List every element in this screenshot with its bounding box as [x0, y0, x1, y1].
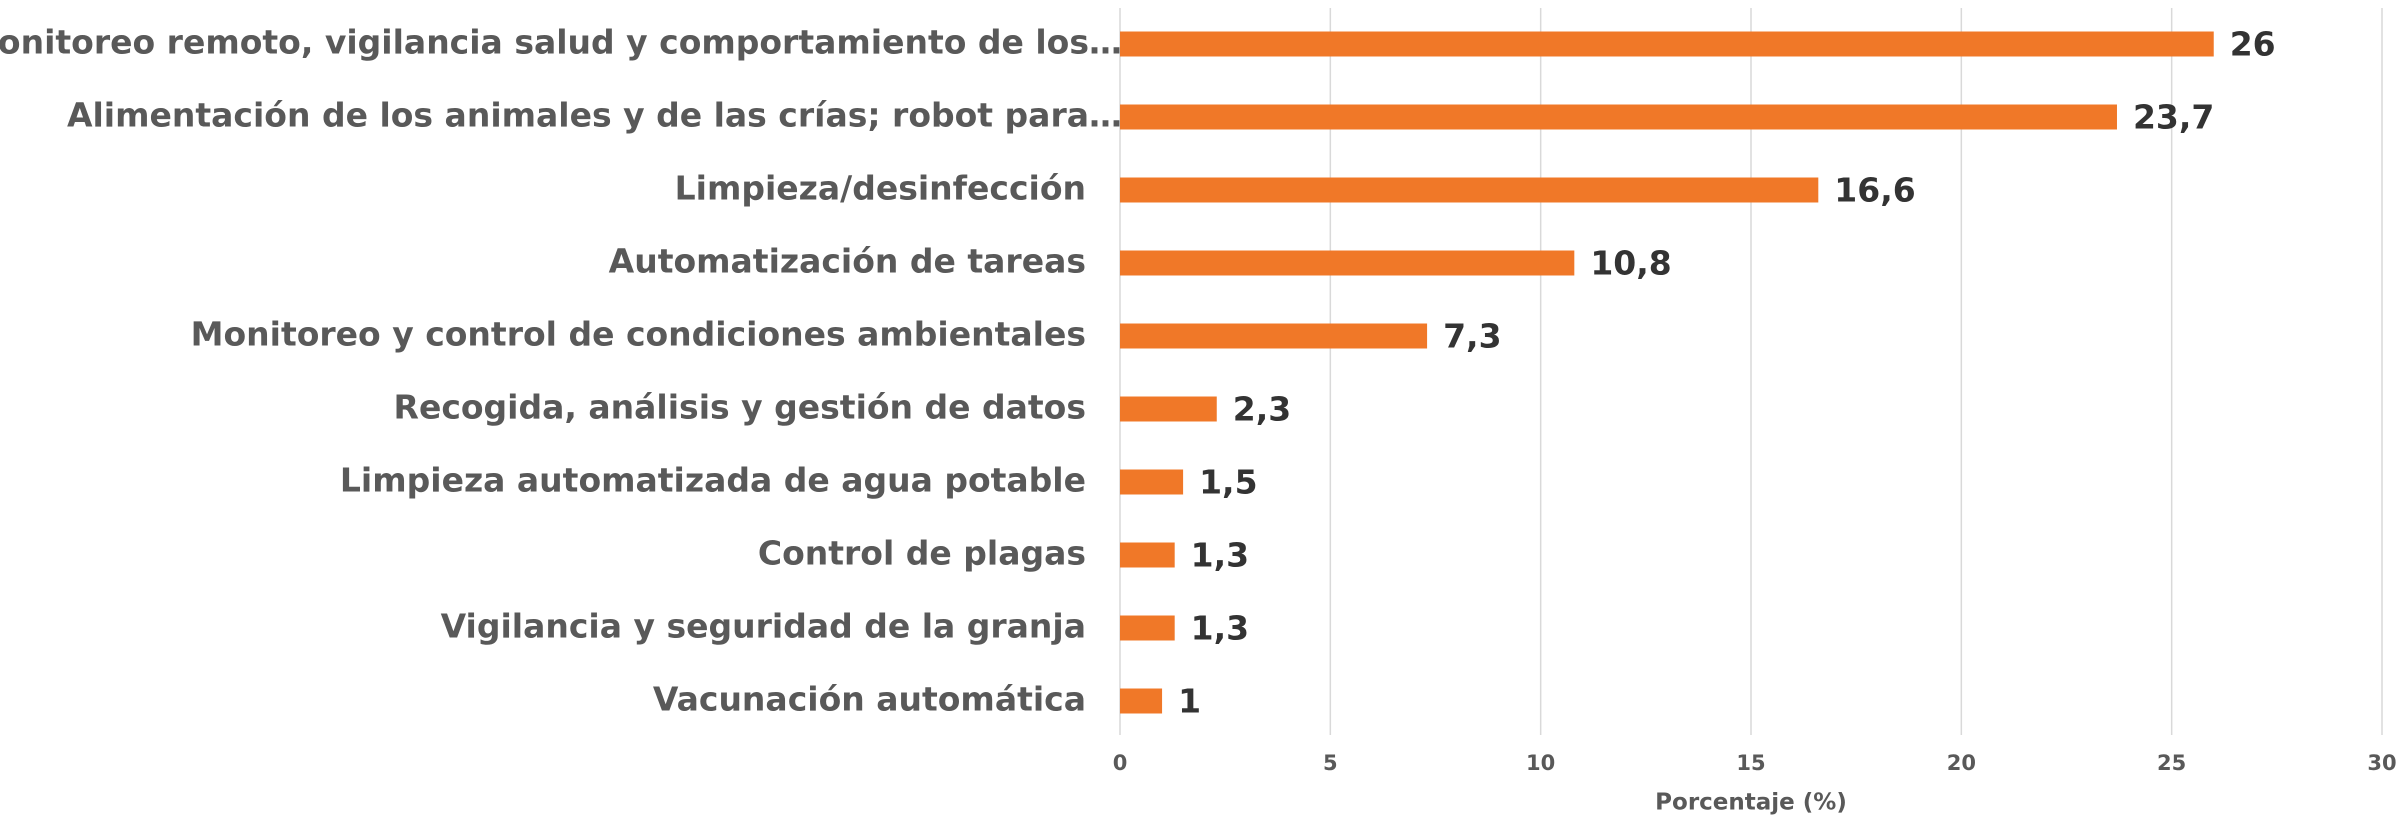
x-tick-label: 5	[1323, 751, 1338, 775]
x-tick-label: 20	[1947, 751, 1976, 775]
category-label: Vigilancia y seguridad de la granja	[441, 607, 1086, 646]
category-label: Vacunación automática	[653, 680, 1086, 719]
bar	[1120, 396, 1217, 422]
category-label: Alimentación de los animales y de las cr…	[67, 96, 1122, 135]
data-label: 26	[2230, 25, 2276, 64]
category-label: Automatización de tareas	[609, 242, 1086, 281]
bar	[1120, 177, 1819, 203]
data-label: 1	[1178, 682, 1201, 721]
category-label: Monitoreo y control de condiciones ambie…	[191, 315, 1086, 354]
x-tick-label: 10	[1526, 751, 1555, 775]
bar	[1120, 104, 2117, 130]
data-label: 1,3	[1191, 609, 1249, 648]
category-label: Monitoreo remoto, vigilancia salud y com…	[0, 23, 1122, 62]
bar	[1120, 469, 1184, 495]
bar	[1120, 542, 1175, 568]
x-tick-label: 30	[2367, 751, 2396, 775]
data-label: 10,8	[1590, 244, 1671, 283]
data-label: 1,5	[1199, 463, 1257, 502]
bar	[1120, 323, 1428, 349]
x-tick-label: 0	[1113, 751, 1128, 775]
data-label: 16,6	[1834, 171, 1915, 210]
category-label: Limpieza automatizada de agua potable	[340, 461, 1086, 500]
data-label: 23,7	[2133, 98, 2214, 137]
data-label: 2,3	[1233, 390, 1291, 429]
x-axis-title: Porcentaje (%)	[1655, 790, 1847, 816]
bar	[1120, 31, 2214, 57]
bar	[1120, 688, 1163, 714]
bar	[1120, 250, 1575, 276]
data-label: 1,3	[1191, 536, 1249, 575]
category-label: Control de plagas	[758, 534, 1086, 573]
category-label: Limpieza/desinfección	[675, 169, 1086, 208]
category-label: Recogida, análisis y gestión de datos	[394, 388, 1086, 427]
bar	[1120, 615, 1175, 641]
x-tick-label: 25	[2157, 751, 2186, 775]
data-label: 7,3	[1443, 317, 1501, 356]
x-tick-label: 15	[1736, 751, 1765, 775]
